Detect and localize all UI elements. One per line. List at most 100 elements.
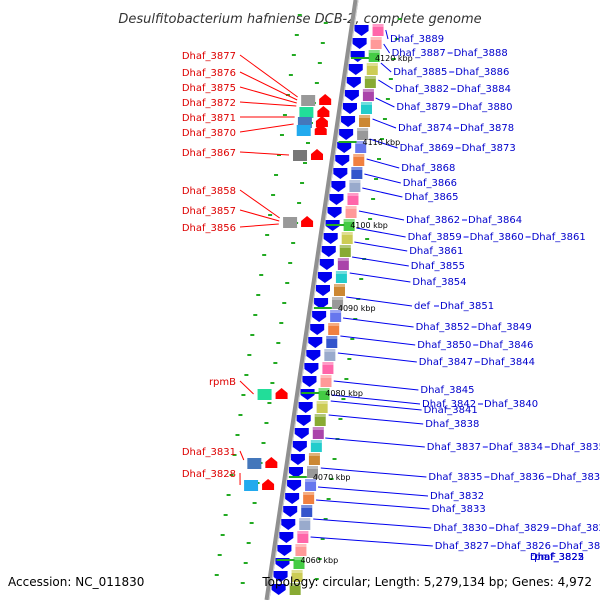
reverse-gene-label: Dhaf_3861 xyxy=(532,232,586,243)
reverse-gene-label: Dhaf_3827 xyxy=(435,541,489,552)
reverse-block xyxy=(359,115,371,127)
reverse-gene-label: Dhaf_3825 xyxy=(559,541,600,552)
reverse-gene-label: Dhaf_3844 xyxy=(481,357,535,368)
reverse-block xyxy=(326,336,338,348)
reverse-arrow xyxy=(304,363,319,374)
reverse-gene-label: Dhaf_3836 xyxy=(490,472,544,483)
reverse-gene-label: Dhaf_3865 xyxy=(404,192,458,203)
reverse-gene-label: Dhaf_3861 xyxy=(409,246,463,257)
reverse-arrow xyxy=(323,233,338,244)
reverse-gene-label: Dhaf_3837 xyxy=(427,442,481,453)
genome-backbone-highlight xyxy=(268,0,359,600)
reverse-gene-label: Dhaf_3869 xyxy=(400,143,454,154)
block-shine xyxy=(291,570,303,573)
reverse-gene-label: Dhaf_3874 xyxy=(398,123,452,134)
block-shine xyxy=(332,297,344,300)
topology-label: Topology: circular; Length: 5,279,134 bp… xyxy=(261,575,592,589)
reverse-gene-label: Dhaf_3838 xyxy=(425,419,479,430)
reverse-arrow xyxy=(314,298,329,309)
forward-block xyxy=(301,95,316,106)
reverse-leader xyxy=(358,210,405,221)
reverse-leader xyxy=(375,97,395,108)
reverse-gene-label: Dhaf_3854 xyxy=(412,277,466,288)
reverse-arrow xyxy=(346,77,361,88)
reverse-gene-label: Dhaf_3825 xyxy=(530,552,584,563)
reverse-leader xyxy=(378,79,394,90)
reverse-gene-label: Dhaf_3868 xyxy=(401,163,455,174)
reverse-arrow xyxy=(308,337,323,348)
forward-block xyxy=(297,117,312,128)
reverse-block xyxy=(324,349,336,361)
reverse-leader xyxy=(366,158,400,169)
reverse-gene-label: Dhaf_3888 xyxy=(454,48,508,59)
reverse-leader xyxy=(342,317,414,328)
reverse-block xyxy=(322,362,334,374)
gene-features xyxy=(244,24,384,595)
reverse-arrow xyxy=(329,194,344,205)
reverse-arrow xyxy=(283,506,298,517)
reverse-block xyxy=(360,102,372,114)
reverse-gene-label: Dhaf_3855 xyxy=(411,261,465,272)
block-shine xyxy=(320,375,332,378)
reverse-arrow xyxy=(312,311,327,322)
reverse-block xyxy=(343,219,355,231)
reverse-arrow xyxy=(300,389,315,400)
reverse-block xyxy=(370,37,382,49)
block-shine xyxy=(347,193,359,196)
reverse-gene-label: Dhaf_3847 xyxy=(419,357,473,368)
reverse-arrow xyxy=(289,467,304,478)
reverse-leader xyxy=(325,437,425,448)
reverse-arrow xyxy=(285,493,300,504)
reverse-arrow xyxy=(310,324,325,335)
block-shine xyxy=(293,557,305,560)
reverse-block xyxy=(333,284,345,296)
reverse-block xyxy=(337,258,349,270)
block-shine xyxy=(333,284,345,287)
forward-gene-label: rpmB xyxy=(209,377,236,388)
reverse-gene-label: Dhaf_3823 xyxy=(530,552,584,563)
reverse-arrow xyxy=(290,454,305,465)
reverse-arrow xyxy=(306,350,321,361)
reverse-gene-label: Dhaf_3835 xyxy=(551,442,600,453)
block-shine xyxy=(316,401,328,404)
block-shine xyxy=(289,583,301,586)
block-shine xyxy=(303,492,315,495)
reverse-leader xyxy=(333,380,419,391)
reverse-arrow xyxy=(294,428,309,439)
forward-leader xyxy=(239,151,290,156)
forward-leader xyxy=(239,54,298,98)
reverse-gene-label: Dhaf_3842 xyxy=(422,399,476,410)
reverse-gene-label: Dhaf_3852 xyxy=(416,322,470,333)
reverse-block xyxy=(349,180,361,192)
forward-leader xyxy=(239,123,294,133)
reverse-block xyxy=(307,466,319,478)
block-shine xyxy=(359,115,371,118)
reverse-gene-label: Dhaf_3860 xyxy=(470,232,524,243)
reverse-leader xyxy=(383,43,391,54)
reverse-gene-label: Dhaf_3885 xyxy=(393,67,447,78)
reverse-arrow xyxy=(321,246,336,257)
block-shine xyxy=(330,310,342,313)
reverse-leader xyxy=(328,414,424,425)
block-shine xyxy=(318,388,330,391)
forward-leader xyxy=(239,223,279,228)
reverse-block xyxy=(345,206,357,218)
reverse-arrow xyxy=(339,129,354,140)
block-shine xyxy=(310,440,322,443)
forward-arrow xyxy=(311,149,324,160)
block-shine xyxy=(368,50,380,53)
reverse-leader xyxy=(337,352,417,363)
block-shine xyxy=(295,544,307,547)
forward-gene-label: Dhaf_3871 xyxy=(182,113,236,124)
reverse-arrow xyxy=(302,376,317,387)
forward-gene-label: Dhaf_3877 xyxy=(182,51,236,62)
forward-gene-label: Dhaf_3831 xyxy=(182,447,236,458)
reverse-gene-label: Dhaf_3829 xyxy=(495,523,549,534)
block-shine xyxy=(324,349,336,352)
scale-marker-label: 4060 kbp xyxy=(301,556,339,565)
block-shine xyxy=(345,206,357,209)
reverse-gene-label: Dhaf_3841 xyxy=(424,405,478,416)
reverse-block xyxy=(351,167,363,179)
